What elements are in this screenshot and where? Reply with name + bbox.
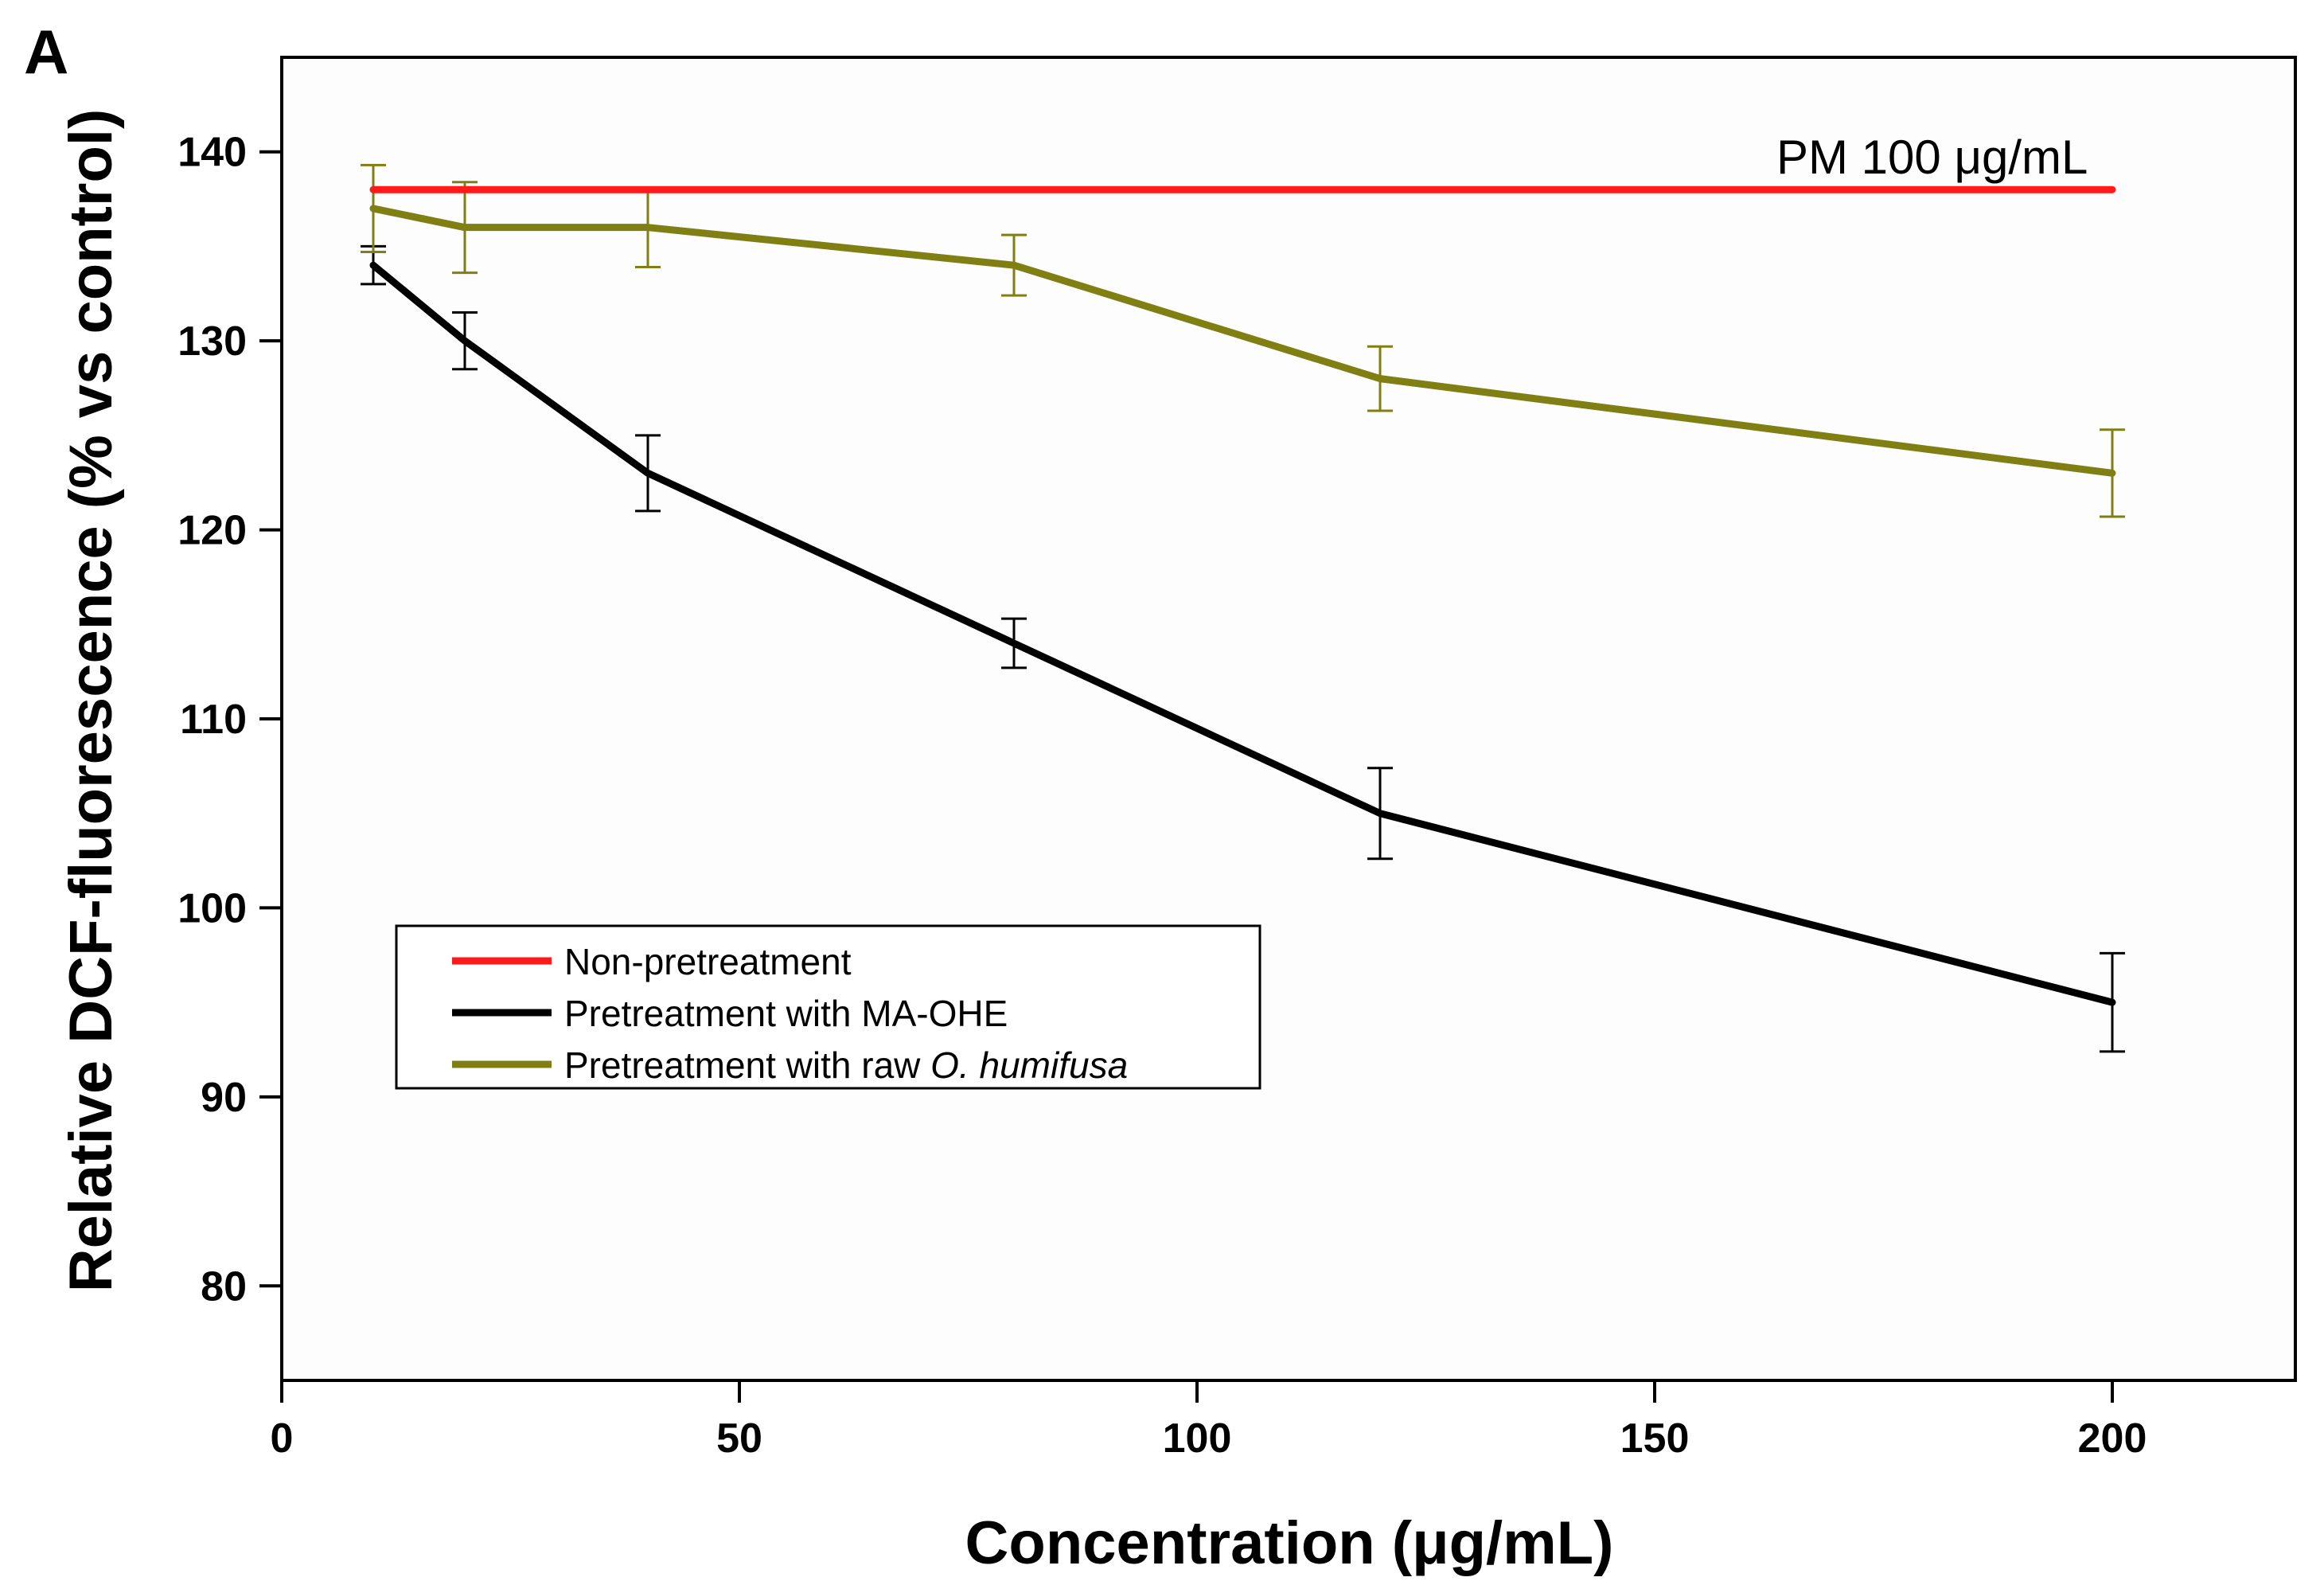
x-axis-label: Concentration (μg/mL) xyxy=(965,1509,1614,1577)
x-axis: 0 50 100 150 200 xyxy=(271,1380,2147,1462)
plot-background xyxy=(280,56,2297,1382)
series-line-raw-o-humifusa xyxy=(369,205,2116,477)
y-axis: 80 90 100 110 120 130 140 xyxy=(177,130,282,1310)
y-tick-label-80: 80 xyxy=(201,1263,247,1310)
series-layer xyxy=(361,163,2125,1053)
x-tick-label-50: 50 xyxy=(716,1415,762,1462)
x-tick-label-100: 100 xyxy=(1163,1415,1232,1462)
y-tick-label-130: 130 xyxy=(177,318,247,365)
y-tick-label-140: 140 xyxy=(177,130,247,176)
legend-label-non-pretreatment: Non-pretreatment xyxy=(564,941,852,982)
x-tick-label-200: 200 xyxy=(2078,1415,2147,1462)
y-tick-label-100: 100 xyxy=(177,885,247,931)
pm-annotation: PM 100 μg/mL xyxy=(1776,131,2088,184)
legend: Non-pretreatment Pretreatment with MA-OH… xyxy=(395,924,1261,1090)
legend-label-raw-o-humifusa: Pretreatment with raw O. humifusa xyxy=(564,1044,1128,1086)
legend-label-ma-ohe: Pretreatment with MA-OHE xyxy=(564,993,1008,1034)
x-tick-label-0: 0 xyxy=(271,1415,294,1462)
panel-label: A xyxy=(24,17,68,87)
y-axis-label: Relative DCF-fluorescence (% vs control) xyxy=(57,109,125,1293)
series-line-ma-ohe xyxy=(369,261,2116,1006)
y-tick-label-120: 120 xyxy=(177,508,247,554)
x-tick-label-150: 150 xyxy=(1620,1415,1690,1462)
species-name: O. humifusa xyxy=(930,1044,1128,1086)
y-tick-label-90: 90 xyxy=(201,1075,247,1121)
y-tick-label-110: 110 xyxy=(180,697,247,743)
